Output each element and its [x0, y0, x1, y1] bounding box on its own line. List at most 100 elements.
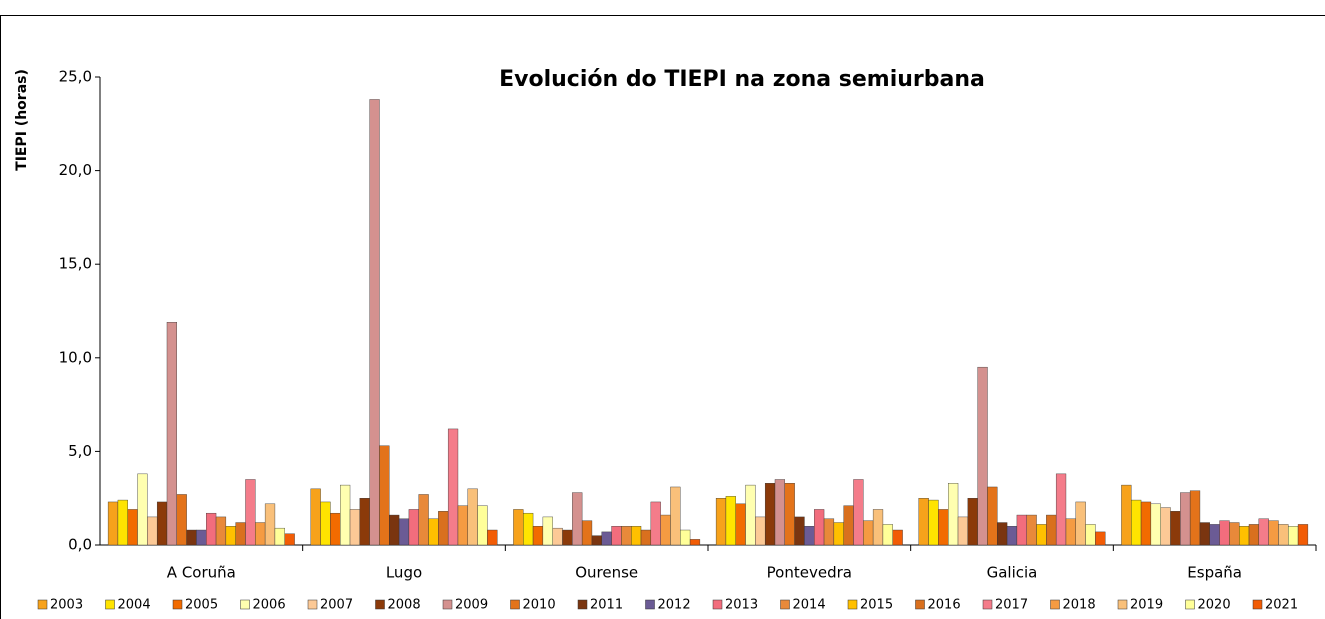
bar: [487, 529, 498, 546]
bar: [1160, 507, 1171, 546]
legend-label: 2003: [50, 598, 83, 613]
y-tick-label: 0,0: [68, 536, 92, 554]
legend-swatch: [1117, 599, 1128, 610]
bar: [1075, 501, 1086, 546]
y-tick-label: 5,0: [68, 442, 92, 460]
bar: [823, 518, 835, 546]
bar: [1258, 518, 1269, 546]
bar: [833, 522, 844, 546]
x-tick-label: Galicia: [987, 564, 1038, 582]
bar: [349, 509, 361, 546]
bar: [745, 484, 756, 546]
legend-swatch: [1185, 599, 1195, 610]
bar: [977, 366, 988, 546]
bar: [1140, 501, 1152, 546]
bar: [562, 529, 573, 546]
bar: [853, 479, 864, 546]
bar: [1036, 524, 1047, 546]
bar: [804, 526, 815, 546]
x-tick-label: A Coruña: [167, 564, 236, 582]
bar: [274, 527, 285, 546]
bar: [1189, 490, 1201, 546]
bar: [1095, 531, 1106, 546]
bar: [928, 499, 939, 546]
legend-swatch: [37, 599, 48, 610]
bar: [755, 516, 766, 546]
legend-swatch: [1050, 599, 1060, 610]
legend-swatch: [915, 599, 925, 610]
bar: [863, 520, 874, 546]
bar: [735, 503, 746, 546]
bar: [794, 516, 805, 546]
bar: [581, 520, 593, 546]
legend-label: 2009: [455, 598, 488, 613]
bar: [1131, 499, 1142, 546]
bar: [340, 484, 351, 546]
bar: [523, 512, 534, 546]
bar: [1288, 526, 1299, 546]
legend-swatch: [105, 599, 115, 610]
legend-label: 2017: [995, 598, 1028, 613]
bar: [477, 505, 488, 546]
bar: [1229, 522, 1240, 546]
legend-swatch: [375, 599, 385, 610]
bar: [601, 531, 612, 546]
bar: [715, 498, 727, 546]
legend-swatch: [172, 599, 183, 610]
bar: [1065, 518, 1076, 546]
bar: [764, 483, 776, 546]
bar: [186, 529, 197, 546]
bar: [1055, 473, 1067, 546]
legend-swatch: [780, 599, 790, 610]
bar: [640, 529, 652, 546]
chart-title: Evolución do TIEPI na zona semiurbana: [499, 67, 985, 92]
legend-label: 2011: [590, 598, 623, 613]
bar: [389, 514, 400, 546]
legend-label: 2019: [1130, 598, 1163, 613]
bar: [1150, 503, 1161, 546]
bar: [1046, 514, 1057, 546]
legend-label: 2010: [523, 598, 556, 613]
bar: [467, 488, 478, 546]
legend-swatch: [442, 599, 453, 610]
legend-label: 2004: [118, 598, 151, 613]
bar: [264, 503, 276, 546]
bar: [621, 526, 632, 546]
bar: [532, 526, 544, 546]
bar: [1268, 520, 1279, 546]
bar: [1016, 514, 1027, 546]
legend-swatch: [240, 599, 250, 610]
bar: [552, 527, 563, 546]
bar: [359, 498, 370, 546]
x-tick-label: Lugo: [386, 564, 422, 582]
legend-swatch: [307, 599, 318, 610]
bar: [1026, 514, 1037, 546]
bar: [196, 529, 207, 546]
bar: [542, 516, 553, 546]
bar: [660, 514, 671, 546]
bar: [987, 486, 998, 546]
x-tick-label: Pontevedra: [767, 564, 852, 582]
bar: [843, 505, 854, 546]
bar: [680, 529, 691, 546]
bar: [310, 488, 321, 546]
bar: [1238, 526, 1250, 546]
bar: [689, 539, 701, 546]
bar: [948, 483, 959, 546]
bar: [650, 501, 661, 546]
bar: [147, 516, 158, 546]
bar: [957, 516, 969, 546]
legend-swatch: [510, 599, 520, 610]
bar: [572, 492, 583, 546]
bar: [255, 522, 266, 546]
bar: [438, 511, 449, 546]
bar: [814, 509, 825, 546]
legend-swatch: [982, 599, 993, 610]
chart-frame: [0, 15, 1325, 619]
legend-label: 2008: [388, 598, 421, 613]
bar: [1297, 524, 1309, 546]
bar: [418, 494, 429, 546]
bar: [379, 445, 390, 546]
legend-label: 2007: [320, 598, 353, 613]
